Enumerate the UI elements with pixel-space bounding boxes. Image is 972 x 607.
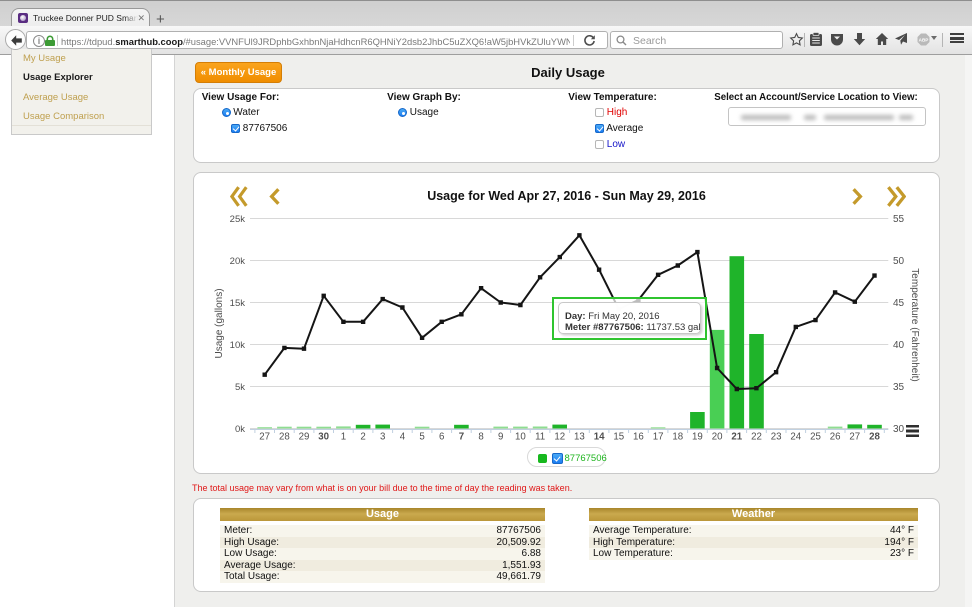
svg-text:25: 25	[810, 431, 821, 442]
svg-text:23: 23	[771, 431, 782, 442]
svg-text:1: 1	[341, 431, 346, 442]
svg-text:ABP: ABP	[919, 37, 929, 42]
svg-text:24: 24	[790, 431, 801, 442]
svg-text:17: 17	[653, 431, 664, 442]
svg-text:19: 19	[692, 431, 703, 442]
svg-text:20k: 20k	[230, 256, 246, 267]
svg-text:28: 28	[279, 431, 290, 442]
svg-text:15: 15	[613, 431, 624, 442]
svg-text:25k: 25k	[230, 214, 246, 225]
svg-text:20: 20	[712, 431, 723, 442]
svg-text:12: 12	[554, 431, 565, 442]
svg-text:3: 3	[380, 431, 385, 442]
svg-text:6: 6	[439, 431, 444, 442]
svg-text:10: 10	[515, 431, 526, 442]
svg-text:Usage (gallons): Usage (gallons)	[214, 288, 225, 358]
svg-text:22: 22	[751, 431, 762, 442]
svg-text:45: 45	[893, 298, 905, 309]
svg-text:15k: 15k	[230, 298, 246, 309]
svg-text:13: 13	[574, 431, 585, 442]
svg-text:30: 30	[318, 431, 329, 442]
svg-text:5k: 5k	[235, 382, 245, 393]
svg-text:10k: 10k	[230, 340, 246, 351]
svg-text:5: 5	[419, 431, 424, 442]
svg-text:8: 8	[478, 431, 483, 442]
svg-text:2: 2	[360, 431, 365, 442]
svg-text:30: 30	[893, 424, 905, 435]
svg-text:40: 40	[893, 340, 905, 351]
svg-text:Temperature (Fahrenheit): Temperature (Fahrenheit)	[909, 268, 920, 381]
svg-text:21: 21	[731, 431, 742, 442]
svg-text:4: 4	[400, 431, 406, 442]
svg-text:11: 11	[535, 431, 545, 442]
svg-text:50: 50	[893, 256, 905, 267]
svg-text:16: 16	[633, 431, 644, 442]
svg-text:28: 28	[869, 431, 880, 442]
svg-text:35: 35	[893, 382, 905, 393]
svg-text:29: 29	[299, 431, 310, 442]
svg-text:18: 18	[672, 431, 683, 442]
svg-text:7: 7	[459, 431, 464, 442]
svg-text:26: 26	[830, 431, 841, 442]
svg-text:55: 55	[893, 214, 905, 225]
svg-text:14: 14	[594, 431, 605, 442]
svg-text:27: 27	[259, 431, 270, 442]
svg-text:27: 27	[849, 431, 860, 442]
svg-text:0k: 0k	[235, 424, 245, 435]
svg-text:9: 9	[498, 431, 503, 442]
